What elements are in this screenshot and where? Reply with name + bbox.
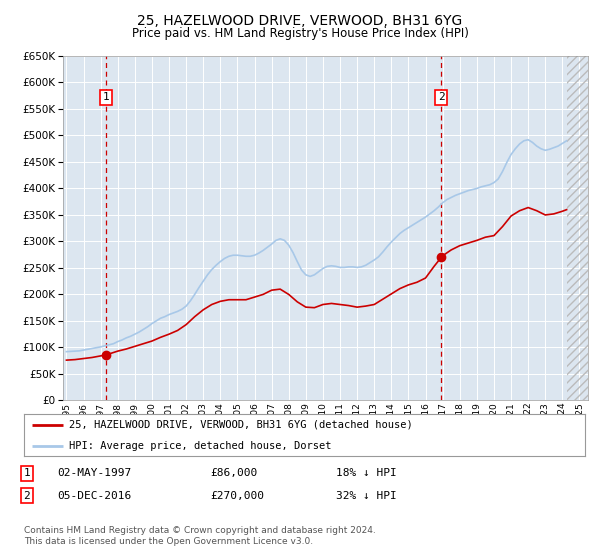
Text: 18% ↓ HPI: 18% ↓ HPI bbox=[336, 468, 397, 478]
Text: HPI: Average price, detached house, Dorset: HPI: Average price, detached house, Dors… bbox=[69, 441, 331, 451]
Text: £270,000: £270,000 bbox=[210, 491, 264, 501]
Text: Contains HM Land Registry data © Crown copyright and database right 2024.
This d: Contains HM Land Registry data © Crown c… bbox=[24, 526, 376, 546]
Text: 1: 1 bbox=[23, 468, 31, 478]
Text: 02-MAY-1997: 02-MAY-1997 bbox=[57, 468, 131, 478]
Text: 1: 1 bbox=[103, 92, 110, 102]
Text: Price paid vs. HM Land Registry's House Price Index (HPI): Price paid vs. HM Land Registry's House … bbox=[131, 27, 469, 40]
Text: 25, HAZELWOOD DRIVE, VERWOOD, BH31 6YG: 25, HAZELWOOD DRIVE, VERWOOD, BH31 6YG bbox=[137, 14, 463, 28]
Text: 2: 2 bbox=[23, 491, 31, 501]
Text: 05-DEC-2016: 05-DEC-2016 bbox=[57, 491, 131, 501]
Bar bbox=[566, 56, 589, 400]
Text: 2: 2 bbox=[438, 92, 445, 102]
Text: 25, HAZELWOOD DRIVE, VERWOOD, BH31 6YG (detached house): 25, HAZELWOOD DRIVE, VERWOOD, BH31 6YG (… bbox=[69, 420, 413, 430]
Text: 32% ↓ HPI: 32% ↓ HPI bbox=[336, 491, 397, 501]
Text: £86,000: £86,000 bbox=[210, 468, 257, 478]
